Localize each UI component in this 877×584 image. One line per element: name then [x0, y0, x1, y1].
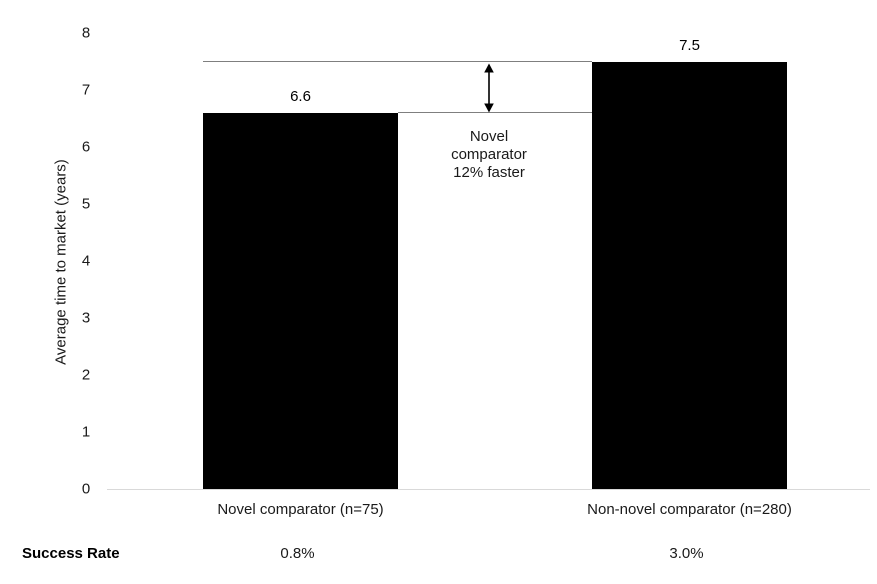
reference-line-7.5 — [203, 60, 592, 63]
y-tick-label-2: 2 — [81, 366, 91, 384]
success-rate-value-1: 3.0% — [669, 545, 704, 562]
y-tick-label-1: 1 — [81, 423, 91, 441]
y-tick-label-8: 8 — [81, 24, 91, 42]
bar-value-label-0: 6.6 — [290, 87, 311, 105]
y-axis-title: Average time to market (years) — [52, 159, 70, 365]
difference-annotation: Novel comparator 12% faster — [451, 128, 527, 181]
x-axis-label-1: Non-novel comparator (n=280) — [587, 501, 792, 518]
y-tick-label-4: 4 — [81, 252, 91, 270]
bar-1 — [592, 61, 787, 489]
x-axis-label-0: Novel comparator (n=75) — [217, 501, 384, 518]
reference-line-6.6 — [398, 112, 592, 114]
y-tick-label-7: 7 — [81, 81, 91, 99]
difference-arrow-icon — [481, 63, 497, 118]
y-tick-label-6: 6 — [81, 138, 91, 156]
bar-value-label-1: 7.5 — [679, 36, 700, 54]
bar-0 — [203, 112, 398, 489]
y-tick-label-3: 3 — [81, 309, 91, 327]
success-rate-value-0: 0.8% — [280, 545, 315, 562]
success-rate-label: Success Rate — [22, 545, 120, 562]
x-axis-line — [107, 489, 870, 491]
y-tick-label-5: 5 — [81, 195, 91, 213]
y-tick-label-0: 0 — [81, 480, 91, 498]
